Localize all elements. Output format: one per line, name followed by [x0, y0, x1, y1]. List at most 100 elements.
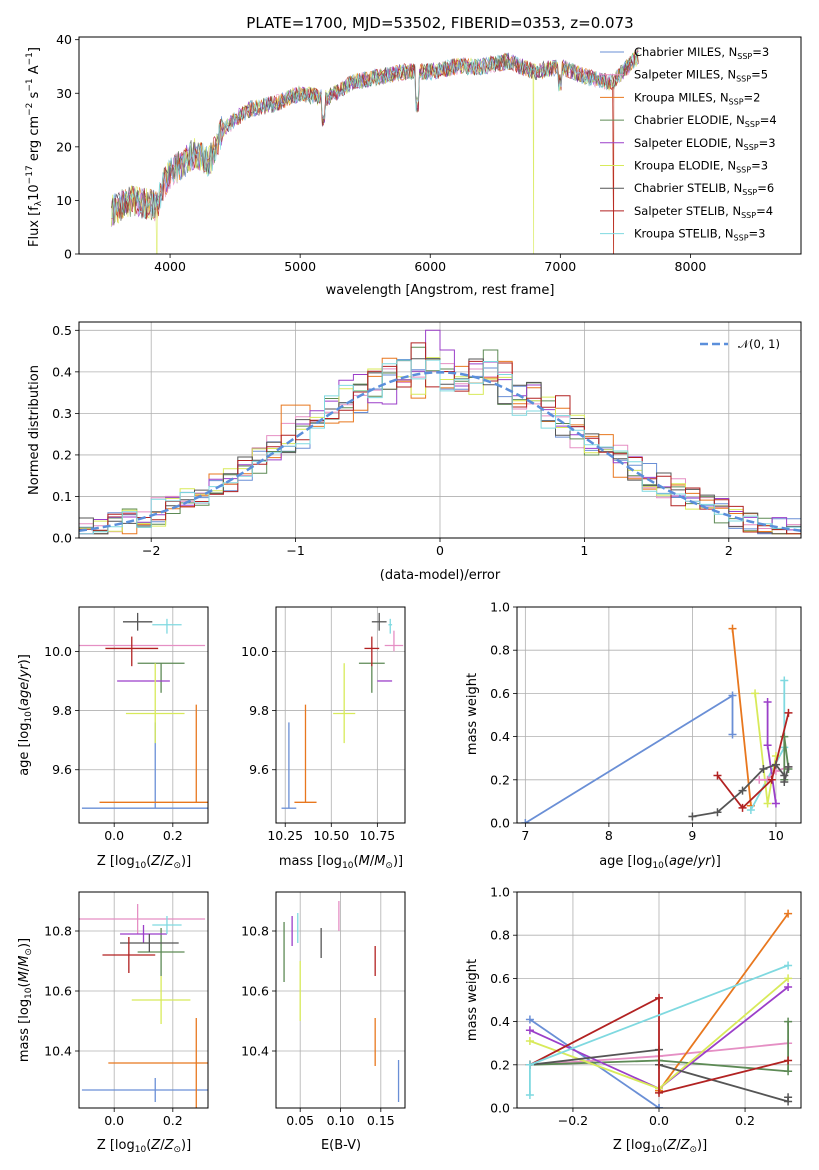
weight-point-marker: [688, 812, 697, 821]
x-tick-label: −1: [286, 543, 304, 558]
x-tick-label: 9: [688, 828, 696, 843]
massweight-vs-z-panel: Z [log10(Z/Z⊙)] mass weight −0.2 0.0 0.2 0.…: [465, 885, 802, 1155]
y-tick-label: 0.8: [490, 928, 510, 943]
residuals-xlabel: (data-model)/error: [380, 568, 501, 583]
x-tick-label: 0.2: [735, 1113, 755, 1128]
spectrum-panel: PLATE=1700, MJD=53502, FIBERID=0353, z=0…: [25, 14, 802, 298]
age-vs-mass-panel: mass [log10(M/M⊙)] 10.25 10.50 10.75 9.6 9.8…: [241, 606, 406, 871]
weight-series-line: [524, 693, 734, 823]
weight-point-marker: [771, 799, 780, 808]
legend-label: Chabrier ELODIE, NSSP=4: [634, 113, 777, 129]
x-tick-label: 10.25: [267, 828, 303, 843]
weight-point-marker: [784, 1093, 793, 1102]
y-tick-label: 10: [56, 193, 72, 208]
weight-series-line: [529, 1018, 660, 1108]
weight-point-marker: [521, 819, 530, 823]
agemass-xlabel: mass [log10(M/M⊙)]: [279, 854, 403, 871]
weight-point-marker: [738, 803, 747, 812]
y-tick-label: 0: [64, 247, 72, 262]
weight-point-marker: [780, 732, 789, 741]
axes-frame: [516, 606, 802, 824]
y-tick-label: 40: [56, 32, 72, 47]
legend-label: Kroupa STELIB, NSSP=3: [634, 227, 765, 243]
spectrum-line: [111, 51, 639, 254]
x-tick-label: 0.15: [367, 1113, 395, 1128]
weight-lines: [525, 909, 793, 1108]
mass-vs-ebv-panel: E(B-V) 0.05 0.10 0.15 10.4 10.6 10.8: [241, 891, 406, 1153]
y-tick-label: 10.8: [44, 924, 72, 939]
y-tick-label: 9.8: [249, 703, 269, 718]
x-tick-label: 0.10: [327, 1113, 355, 1128]
y-tick-label: 9.6: [249, 762, 269, 777]
weight-point-marker: [525, 1037, 534, 1046]
x-tick-label: 2: [725, 543, 733, 558]
weight-point-marker: [780, 777, 789, 786]
x-tick-label: 1: [580, 543, 588, 558]
y-tick-label: 0.4: [52, 364, 72, 379]
error-bars: [79, 612, 208, 809]
x-tick-label: 4000: [154, 259, 186, 274]
y-tick-label: 1.0: [490, 885, 510, 900]
x-tick-label: 0.0: [104, 1113, 124, 1128]
mwage-xlabel: age [log10(age/yr)]: [599, 854, 721, 871]
x-tick-label: 0.05: [286, 1113, 314, 1128]
y-tick-label: 0.6: [490, 686, 510, 701]
error-bars: [281, 612, 404, 809]
weight-point-marker: [655, 1104, 663, 1108]
axes-frame: [78, 321, 802, 539]
spectrum-xlabel: wavelength [Angstrom, rest frame]: [326, 283, 555, 298]
mwz-xlabel: Z [log10(Z/Z⊙)]: [613, 1138, 707, 1155]
weight-series-line: [716, 712, 790, 810]
legend-label: Chabrier MILES, NSSP=3: [634, 45, 769, 61]
spectrum-line: [111, 52, 639, 219]
y-tick-label: 0.4: [490, 729, 510, 744]
legend-label: Salpeter ELODIE, NSSP=3: [634, 136, 776, 152]
axes-frame: [516, 891, 802, 1109]
y-tick-label: 10.4: [44, 1044, 72, 1059]
x-tick-label: 7000: [544, 259, 576, 274]
y-tick-label: 10.0: [241, 644, 269, 659]
x-tick-label: 5000: [284, 259, 316, 274]
weight-point-marker: [728, 730, 737, 739]
x-tick-label: 0.2: [163, 1113, 183, 1128]
legend-label: Salpeter MILES, NSSP=5: [634, 68, 768, 84]
x-tick-label: −2: [142, 543, 160, 558]
y-tick-label: 0.0: [490, 1101, 510, 1116]
x-tick-label: −0.2: [558, 1113, 588, 1128]
histograms: [79, 329, 801, 535]
x-tick-label: 0.0: [649, 1113, 669, 1128]
x-tick-label: 0.2: [163, 828, 183, 843]
weight-point-marker: [728, 691, 737, 700]
y-tick-label: 0.2: [490, 772, 510, 787]
weight-series-line: [731, 628, 752, 806]
weight-point-marker: [771, 760, 780, 769]
agez-xlabel: Z [log10(Z/Z⊙)]: [97, 854, 191, 871]
legend-label: 𝒩(0, 1): [738, 337, 780, 351]
y-tick-label: 10.8: [241, 924, 269, 939]
gaussian-curve: [79, 371, 801, 532]
x-tick-label: 0: [436, 543, 444, 558]
mass-vs-z-panel: Z [log10(Z/Z⊙)] mass [log10(M/M⊙)] 0.0 0.…: [17, 891, 209, 1155]
x-tick-label: 10.50: [313, 828, 349, 843]
y-tick-label: 0.0: [52, 531, 72, 546]
weight-series-line: [759, 765, 789, 781]
weight-point-marker: [728, 624, 737, 633]
spectrum-legend: Chabrier MILES, NSSP=3 Salpeter MILES, NS…: [600, 45, 777, 243]
weight-point-marker: [763, 698, 772, 707]
axes-frame: [78, 36, 802, 255]
y-tick-label: 1.0: [490, 600, 510, 615]
weight-point-marker: [763, 799, 772, 808]
y-tick-label: 0.8: [490, 643, 510, 658]
weight-point-marker: [525, 1026, 534, 1035]
weight-point-marker: [784, 1056, 793, 1065]
weight-lines: [521, 624, 793, 823]
residuals-ylabel: Normed distribution: [27, 365, 42, 495]
massweight-vs-age-panel: age [log10(age/yr)] mass weight 7 8 9 10 0.0…: [465, 600, 802, 871]
x-tick-label: 7: [521, 828, 529, 843]
axes-frame: [275, 891, 406, 1109]
y-tick-label: 9.6: [52, 762, 72, 777]
y-tick-label: 9.8: [52, 703, 72, 718]
x-tick-label: 10.75: [359, 828, 395, 843]
weight-series-line: [529, 1021, 789, 1073]
